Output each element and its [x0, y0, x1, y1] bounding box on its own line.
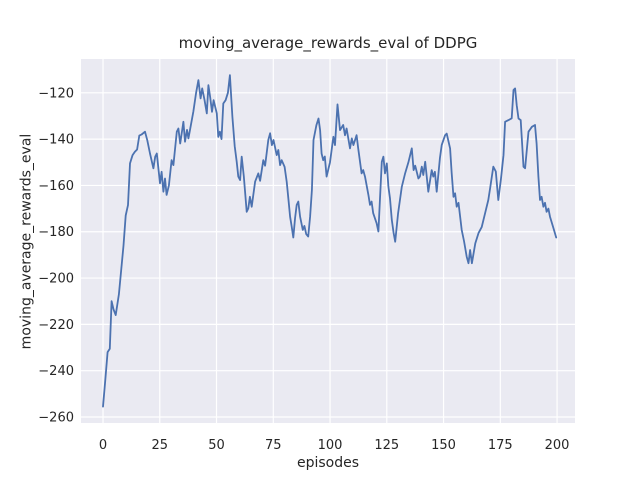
x-tick-label: 150: [431, 438, 456, 453]
y-tick-label: −200: [38, 272, 74, 287]
plot-area: [81, 59, 575, 423]
x-tick-label: 125: [374, 438, 399, 453]
x-axis-label: episodes: [296, 455, 360, 471]
chart-title: moving_average_rewards_eval of DDPG: [178, 34, 478, 52]
y-tick-label: −160: [38, 179, 74, 194]
x-tick-label: 100: [318, 438, 343, 453]
y-tick-label: −260: [38, 410, 74, 425]
y-tick-label: −140: [38, 133, 74, 148]
x-tick-label: 200: [545, 438, 570, 453]
y-tick-label: −120: [38, 86, 74, 101]
x-tick-label: 25: [152, 438, 169, 453]
y-tick-label: −180: [38, 225, 74, 240]
series-line: [102, 74, 558, 408]
x-tick-label: 75: [265, 438, 282, 453]
y-axis-label: moving_average_rewards_eval: [18, 133, 35, 350]
x-tick-label: 50: [208, 438, 225, 453]
y-tick-label: −240: [38, 364, 74, 379]
x-tick-label: 175: [488, 438, 513, 453]
y-tick-label: −220: [38, 318, 74, 333]
x-tick-label: 0: [99, 438, 107, 453]
